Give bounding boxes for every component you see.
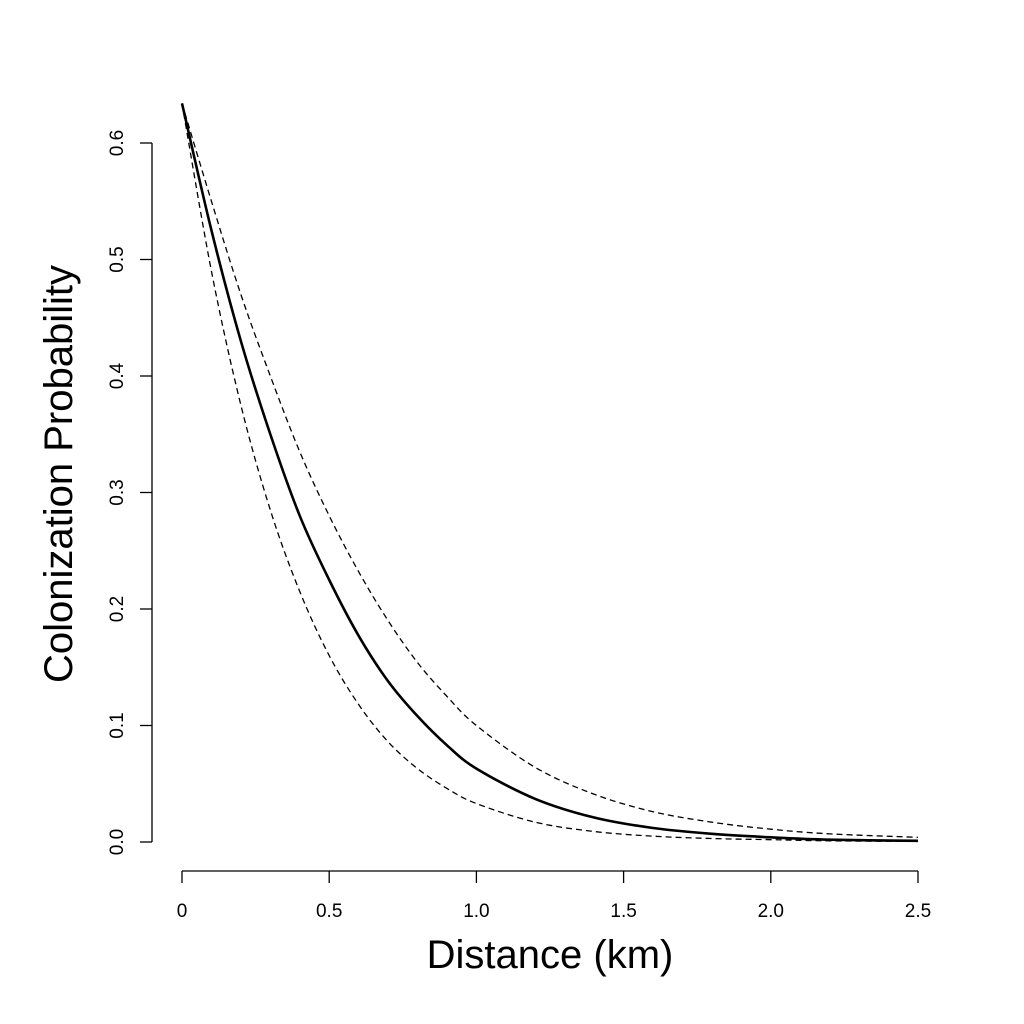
y-tick-label: 0.2 bbox=[107, 596, 128, 622]
fitted-curve-line bbox=[180, 103, 919, 843]
x-tick-label: 2.5 bbox=[905, 901, 931, 922]
y-tick-label: 0.4 bbox=[107, 362, 128, 389]
x-axis-title: Distance (km) bbox=[427, 933, 674, 977]
x-tick-label: 0 bbox=[177, 901, 188, 922]
confidence-band-line-1 bbox=[181, 103, 919, 838]
x-tick-label: 1.0 bbox=[463, 901, 489, 922]
y-ticks: 0.0 0.1 0.2 0.3 0.4 0.5 0.6 bbox=[107, 130, 152, 855]
x-axis: 0 0.5 1.0 1.5 2.0 2.5 bbox=[177, 870, 931, 922]
y-axis: 0.0 0.1 0.2 0.3 0.4 0.5 0.6 bbox=[107, 130, 153, 855]
x-ticks: 0 0.5 1.0 1.5 2.0 2.5 bbox=[177, 871, 931, 922]
confidence-band-line-2 bbox=[181, 103, 919, 843]
y-tick-label: 0.6 bbox=[107, 130, 128, 156]
y-tick-label: 0.0 bbox=[107, 829, 128, 855]
x-tick-label: 2.0 bbox=[758, 901, 784, 922]
y-tick-label: 0.5 bbox=[107, 246, 128, 272]
y-axis-title: Colonization Probability bbox=[37, 265, 81, 683]
x-tick-label: 1.5 bbox=[610, 901, 636, 922]
x-tick-label: 0.5 bbox=[316, 901, 342, 922]
series-layer bbox=[180, 103, 919, 843]
y-tick-label: 0.3 bbox=[107, 479, 128, 505]
y-tick-label: 0.1 bbox=[107, 712, 128, 738]
